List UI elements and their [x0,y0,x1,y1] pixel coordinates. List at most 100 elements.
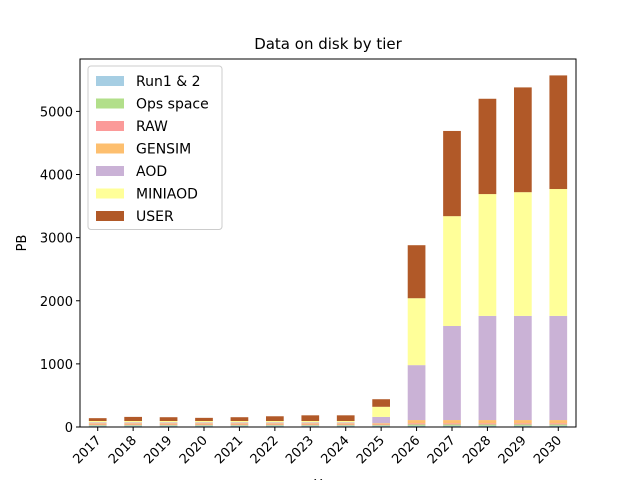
y-tick-label: 5000 [40,105,73,120]
bar-segment [230,424,249,426]
bar-segment [549,420,568,424]
bar-segment [195,425,213,427]
legend-swatch [96,166,124,176]
bar-segment [336,424,355,426]
bar-segment [266,425,284,427]
bar-segment [124,424,142,426]
x-axis-label: Year [313,478,342,480]
bar-segment [301,422,320,424]
bar-segment [88,424,107,426]
bar-segment [336,415,355,422]
legend-label: Ops space [136,97,209,113]
bar-segment [230,425,249,427]
bar-segment [230,421,249,423]
bar-segment [301,423,320,425]
bar-segment [514,425,532,427]
bar-segment [407,424,426,426]
bar-segment [372,425,390,427]
bar-segment [159,424,178,426]
bar-segment [443,423,461,425]
bar-segment [88,423,107,425]
bar-segment [195,422,213,424]
bar-segment [301,415,320,422]
bar-segment [372,406,390,417]
bar-segment [336,425,355,427]
bar-segment [407,298,426,366]
y-tick-label: 3000 [40,232,73,247]
bar-segment [443,130,461,217]
bar-segment [266,422,284,424]
bar-segment [124,422,142,424]
bar-segment [301,425,320,426]
bar-segment [549,189,568,316]
bar-segment [159,417,178,422]
bar-segment [478,194,497,316]
bar-segment [124,423,142,425]
legend-swatch [96,76,124,86]
bar-segment [159,422,178,424]
bar-segment [478,425,497,427]
bar-segment [124,421,142,423]
bar-segment [514,315,532,421]
bar-segment [549,423,568,425]
bar-segment [301,424,320,426]
bar-segment [443,420,461,424]
bar-segment [407,420,426,424]
legend-label: AOD [136,164,167,180]
bar-segment [336,423,355,425]
legend-label: MINIAOD [136,187,198,203]
legend-swatch [96,121,124,131]
bar-segment [478,315,497,421]
bar-segment [336,421,355,423]
bar-segment [549,315,568,421]
bar-segment [372,399,390,407]
bar-segment [88,418,107,422]
bar-segment [549,75,568,190]
bar-segment [230,417,249,422]
bar-segment [301,425,320,427]
bar-segment [159,423,178,425]
bar-segment [478,423,497,425]
bar-segment [124,425,142,427]
bar-segment [549,424,568,426]
bar-segment [266,421,284,423]
y-tick-label: 4000 [40,169,73,184]
bar-segment [443,326,461,421]
bar-segment [336,422,355,424]
bar-segment [443,424,461,426]
bar-segment [195,425,213,426]
bar-segment [266,416,284,422]
bar-segment [372,424,390,426]
bar-segment [336,425,355,426]
bar-segment [372,425,390,426]
bar-segment [88,421,107,423]
bar-segment [266,424,284,426]
plot-frame [79,58,577,428]
bar-segment [266,423,284,425]
bar-segment [159,425,178,427]
bar-segment [514,420,532,424]
bar-segment [230,422,249,424]
bar-segment [372,423,390,425]
bar-segment [88,425,107,426]
bar-segment [514,192,532,316]
bar-segment [159,425,178,426]
bar-segment [230,425,249,426]
bar-segment [478,420,497,424]
y-tick-label: 1000 [40,358,73,373]
bar-segment [407,365,426,421]
bar-segment [159,421,178,423]
chart-title: Data on disk by tier [254,35,402,53]
legend-label: USER [136,209,174,225]
legend-label: GENSIM [136,142,191,158]
bar-segment [407,425,426,427]
legend-swatch [96,98,124,109]
legend-swatch [96,188,124,199]
legend-label: Run1 & 2 [136,74,200,90]
bar-segment [124,425,142,426]
bar-segment [407,245,426,299]
bar-segment [88,422,107,424]
bar-segment [443,216,461,327]
bar-segment [301,421,320,423]
